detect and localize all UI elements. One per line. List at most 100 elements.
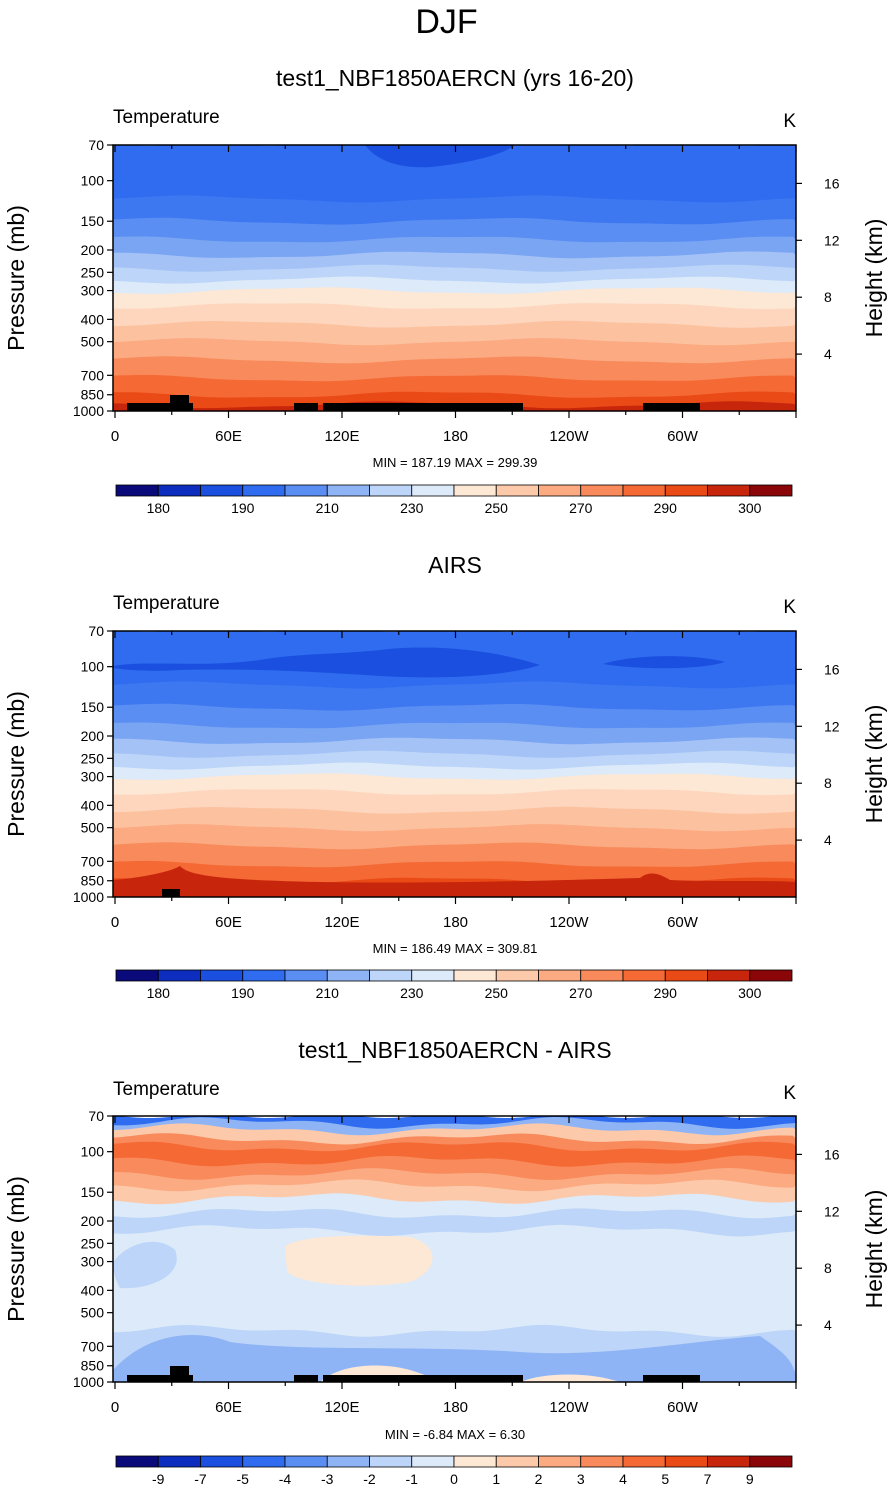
panel-model: test1_NBF1850AERCN (yrs 16-20) Temperatu… [3,65,887,516]
x-tick-label: 60E [215,428,242,445]
y-tick-label: 200 [81,242,105,258]
y-tick-label: 700 [81,853,105,869]
panel-title: test1_NBF1850AERCN - AIRS [298,1037,611,1063]
colorbar-label: 180 [147,985,171,1001]
contour-bands [113,145,796,411]
plot-frame [112,630,797,898]
height-tick-label: 8 [824,775,832,791]
plot-frame [112,1115,797,1383]
y-tick-label: 150 [81,699,105,715]
y-tick-label: 500 [81,1305,105,1321]
x-tick-label: 120E [324,1399,359,1416]
colorbar-swatch [200,484,244,497]
units-label: K [783,1083,796,1104]
height-tick-label: 12 [824,718,840,734]
y-tick-label: 150 [81,1184,105,1200]
y-tick-label: 100 [81,659,105,675]
left-string: Temperature [113,107,220,128]
plot-frame [112,144,797,412]
colorbar-label: 270 [569,985,593,1001]
x-tick-label: 120E [324,428,359,445]
x-tick-label: 0 [111,1399,119,1416]
height-tick-label: 4 [824,1317,832,1333]
colorbar-label: -2 [363,1471,376,1487]
colorbar: 180 190 210 230 250 270 290 300 [115,969,793,1001]
panel-title: AIRS [428,552,482,578]
y-tick-label: 70 [88,623,104,639]
colorbar-swatch [157,969,201,982]
colorbar-swatch [495,484,539,497]
y-tick-label: 850 [81,873,105,889]
units-label: K [783,597,796,618]
x-axis: 0 60E 120E 180 120W 60W [111,145,797,445]
y-tick-label: 400 [81,1282,105,1298]
y-tick-label: 1000 [73,1374,104,1390]
y-axis-title: Pressure (mb) [3,205,29,351]
colorbar-swatch [749,969,793,982]
colorbar-swatch [157,484,201,497]
cold-anomaly-overlay [475,1239,653,1305]
colorbar-label: -9 [152,1471,165,1487]
colorbar-swatch [580,1455,624,1468]
x-tick-label: 180 [443,914,468,931]
y-tick-label: 200 [81,1213,105,1229]
x-tick-label: 120W [549,428,589,445]
colorbar-swatch [580,484,624,497]
colorbar-swatch [200,1455,244,1468]
y-tick-label: 200 [81,728,105,744]
y-tick-label: 500 [81,820,105,836]
x-tick-label: 180 [443,1399,468,1416]
colorbar-swatch [538,969,582,982]
contour-field [113,1116,796,1382]
colorbar-swatch [326,484,370,497]
colorbar-label: -1 [406,1471,419,1487]
cold-pool-overlay [365,145,515,168]
x-tick-label: 120E [324,914,359,931]
y-tick-label: 400 [81,311,105,327]
colorbar-swatch [495,969,539,982]
colorbar-swatch [200,969,244,982]
colorbar-swatch [622,484,666,497]
cold-anomaly-overlay [113,1241,177,1289]
terrain-block [294,403,318,411]
warm-anomaly-overlay [520,1374,620,1382]
y-tick-label: 700 [81,367,105,383]
colorbar-swatch [411,484,455,497]
height-tick-label: 12 [824,1203,840,1219]
colorbar-swatch [242,969,286,982]
y-axis-title-right: Height (km) [861,705,887,824]
warm-anomaly-overlay [285,1235,433,1286]
y-tick-label: 100 [81,1144,105,1160]
y-axis-right: 16 12 8 4 [796,1146,840,1333]
y-tick-label: 850 [81,1358,105,1374]
x-tick-label: 60E [215,1399,242,1416]
colorbar-label: 9 [746,1471,754,1487]
height-tick-label: 8 [824,289,832,305]
colorbar-label: -4 [279,1471,292,1487]
y-tick-label: 300 [81,283,105,299]
terrain-block [127,403,193,411]
colorbar-swatch [495,1455,539,1468]
cold-anomaly-overlay [113,1335,796,1382]
colorbar-label: 190 [231,500,255,516]
y-tick-label: 300 [81,769,105,785]
colorbar-swatch [115,969,159,982]
colorbar-swatch [242,484,286,497]
y-axis-right: 16 12 8 4 [796,175,840,362]
colorbar-swatch [749,1455,793,1468]
colorbar-swatch [453,1455,497,1468]
y-axis-title-right: Height (km) [861,219,887,338]
terrain-mask [162,889,180,897]
left-string: Temperature [113,593,220,614]
x-tick-label: 60W [667,914,699,931]
terrain-block [162,889,180,897]
colorbar-label: 180 [147,500,171,516]
y-tick-label: 300 [81,1254,105,1270]
terrain-mask [127,1366,700,1382]
colorbar-swatch [664,1455,708,1468]
season-title: DJF [415,3,477,41]
colorbar-label: 270 [569,500,593,516]
cold-pool-overlay [113,647,540,678]
y-tick-label: 500 [81,334,105,350]
